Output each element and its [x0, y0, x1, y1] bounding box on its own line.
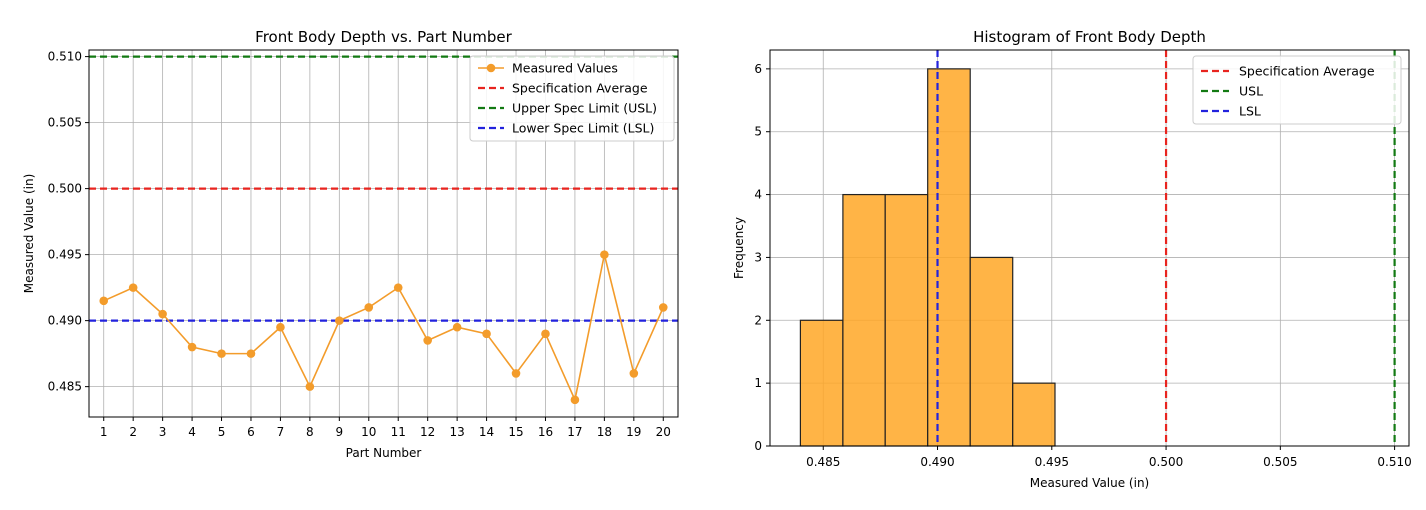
x-axis-label: Measured Value (in) — [1030, 476, 1150, 490]
legend-label: Measured Values — [512, 61, 618, 76]
chart-title: Histogram of Front Body Depth — [973, 28, 1206, 46]
legend-label: Upper Spec Limit (USL) — [512, 101, 657, 116]
y-tick-label: 0.500 — [48, 182, 82, 196]
data-point — [187, 342, 197, 352]
x-tick-label: 18 — [597, 425, 612, 439]
plot-frame — [769, 49, 1410, 447]
x-tick-label: 19 — [626, 425, 641, 439]
x-tick-label: 6 — [247, 425, 255, 439]
legend-label: Lower Spec Limit (LSL) — [512, 121, 654, 136]
data-point — [305, 382, 315, 391]
x-tick-label: 8 — [306, 425, 314, 439]
x-tick-label: 20 — [656, 425, 671, 439]
data-point — [423, 336, 432, 345]
data-point — [570, 395, 580, 405]
y-tick-label: 0.495 — [48, 248, 82, 262]
data-point — [128, 283, 138, 292]
x-tick-label: 0.510 — [1377, 455, 1411, 469]
y-tick-label: 1 — [754, 376, 762, 390]
y-tick-label: 0.510 — [48, 50, 82, 64]
legend-label: Specification Average — [1239, 64, 1375, 79]
legend: Measured Values Specification Average Uppe… — [469, 55, 675, 142]
data-point — [364, 303, 374, 312]
y-ticks: 0.485 0.490 0.495 0.500 0.505 0.510 — [48, 50, 89, 394]
data-point — [629, 369, 639, 378]
data-point — [217, 349, 226, 358]
histogram-bars — [799, 68, 1056, 447]
y-tick-label: 0 — [754, 439, 762, 453]
data-point — [658, 303, 668, 312]
data-point — [600, 250, 609, 259]
x-tick-label: 0.505 — [1263, 455, 1297, 469]
x-tick-label: 3 — [159, 425, 167, 439]
x-tick-label: 16 — [538, 425, 553, 439]
y-tick-label: 2 — [754, 313, 762, 327]
y-ticks: 0 1 2 3 4 5 6 — [754, 62, 770, 453]
x-tick-label: 12 — [420, 425, 435, 439]
y-tick-label: 3 — [754, 250, 762, 264]
y-tick-label: 0.485 — [48, 380, 82, 394]
x-ticks: 1 2 3 4 5 6 7 8 9 10 11 12 13 14 15 16 17 18 19 20 — [100, 417, 671, 439]
y-tick-label: 6 — [754, 62, 762, 76]
histogram-bar — [969, 256, 1014, 447]
data-point — [452, 322, 462, 332]
y-tick-label: 4 — [754, 188, 762, 202]
plot-frame — [88, 49, 679, 418]
x-tick-label: 0.485 — [806, 455, 840, 469]
histogram-chart: Histogram of Front Body Depth 0.485 0.490… — [732, 28, 1412, 490]
x-ticks: 0.485 0.490 0.495 0.500 0.505 0.510 — [806, 446, 1412, 469]
data-point — [99, 296, 109, 306]
histogram-bar — [842, 193, 886, 447]
histogram-bar — [799, 319, 844, 447]
legend-label: USL — [1239, 84, 1263, 99]
x-tick-label: 9 — [336, 425, 344, 439]
legend-box — [469, 55, 675, 142]
legend-label: Specification Average — [512, 81, 648, 96]
data-point — [158, 309, 167, 319]
x-tick-label: 2 — [129, 425, 137, 439]
series-measured-values — [99, 250, 668, 405]
y-tick-label: 0.490 — [48, 314, 82, 328]
x-tick-label: 0.500 — [1149, 455, 1183, 469]
legend-box — [1192, 55, 1402, 125]
legend-label: LSL — [1239, 104, 1261, 119]
data-point — [335, 316, 344, 325]
series-line — [103, 254, 665, 403]
data-point — [482, 329, 491, 339]
data-point — [541, 329, 550, 339]
legend-marker — [486, 63, 496, 73]
x-tick-label: 11 — [391, 425, 406, 439]
x-tick-label: 17 — [567, 425, 582, 439]
y-axis-label: Measured Value (in) — [22, 174, 36, 294]
legend: Specification Average USL LSL — [1192, 55, 1402, 125]
y-tick-label: 0.505 — [48, 116, 82, 130]
x-tick-label: 7 — [277, 425, 285, 439]
histogram-bar — [884, 193, 929, 447]
x-axis-label: Part Number — [346, 446, 422, 460]
y-tick-label: 5 — [754, 125, 762, 139]
x-tick-label: 5 — [218, 425, 226, 439]
x-tick-label: 0.495 — [1035, 455, 1069, 469]
histogram-bar — [1012, 382, 1056, 447]
x-tick-label: 1 — [100, 425, 108, 439]
data-point — [276, 322, 285, 332]
chart-title: Front Body Depth vs. Part Number — [255, 28, 512, 46]
histogram-bar — [927, 68, 971, 447]
data-point — [393, 283, 403, 292]
y-axis-label: Frequency — [732, 217, 746, 279]
x-tick-label: 13 — [449, 425, 464, 439]
data-point — [511, 369, 521, 378]
x-tick-label: 0.490 — [920, 455, 954, 469]
x-tick-label: 4 — [188, 425, 196, 439]
x-tick-label: 15 — [508, 425, 523, 439]
x-tick-label: 14 — [479, 425, 494, 439]
data-point — [246, 349, 256, 358]
x-tick-label: 10 — [361, 425, 376, 439]
